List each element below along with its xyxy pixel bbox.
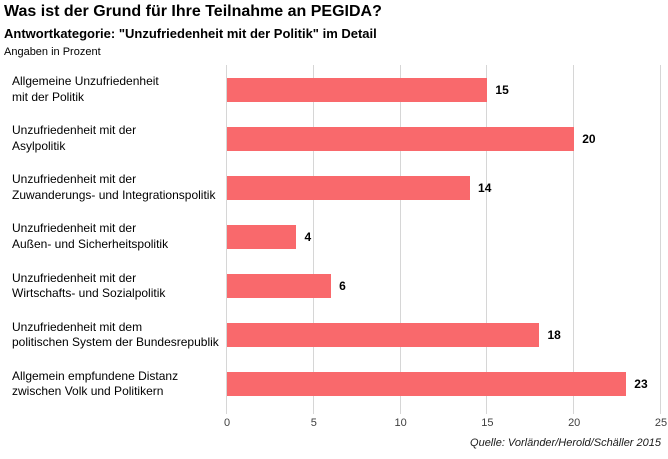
x-tick-label: 25	[654, 417, 668, 429]
bar-chart: Allgemeine Unzufriedenheit mit der Politi…	[0, 65, 668, 414]
bar	[227, 323, 540, 348]
chart-title: Was ist der Grund für Ihre Teilnahme an …	[4, 3, 382, 20]
gridline	[312, 65, 314, 414]
gridline	[660, 65, 661, 414]
bar	[227, 77, 488, 102]
bar-row: 15	[227, 65, 661, 114]
gridline	[226, 65, 227, 414]
gridline	[486, 65, 488, 414]
x-axis: 0 5 10 15 20 25	[223, 409, 667, 433]
category-label: Allgemeine Unzufriedenheit mit der Politi…	[0, 65, 227, 114]
category-label-line: Allgemeine Unzufriedenheit	[12, 73, 159, 88]
bar-value-label: 18	[547, 328, 561, 343]
category-label: Unzufriedenheit mit dem politischen Syste…	[0, 311, 227, 360]
bar	[227, 175, 471, 200]
gridline	[399, 65, 401, 414]
bar-value-label: 4	[304, 229, 312, 244]
bar	[227, 274, 332, 299]
category-label-line: Unzufriedenheit mit dem	[12, 319, 143, 334]
bar-value-label: 23	[634, 377, 648, 392]
category-label-line: Unzufriedenheit mit der	[12, 123, 137, 138]
category-label: Allgemein empfundene Distanz zwischen Vol…	[0, 360, 227, 409]
bar-row: 20	[227, 114, 661, 163]
units-note: Angaben in Prozent	[4, 46, 101, 58]
x-tick-label: 5	[310, 417, 317, 429]
category-label-line: Allgemein empfundene Distanz	[12, 368, 179, 383]
category-label-line: Zuwanderungs- und Integrationspolitik	[12, 187, 216, 202]
gridline	[573, 65, 575, 414]
plot-area: 15 20 14 4 6 18 23	[226, 65, 661, 414]
bar-value-label: 14	[478, 180, 492, 195]
category-label-line: mit der Politik	[12, 89, 85, 104]
bar-value-label: 20	[582, 131, 596, 146]
category-label-line: zwischen Volk und Politikern	[12, 384, 164, 399]
category-label-line: politischen System der Bundesrepublik	[12, 335, 219, 350]
chart-header: Was ist der Grund für Ihre Teilnahme an …	[0, 0, 668, 58]
bar-row: 23	[227, 360, 661, 409]
bar	[227, 372, 627, 397]
bar-value-label: 6	[339, 279, 346, 294]
category-label: Unzufriedenheit mit der Wirtschafts- und …	[0, 262, 227, 311]
x-tick-label: 15	[481, 417, 494, 429]
chart-subtitle: Antwortkategorie: "Unzufriedenheit mit d…	[4, 26, 377, 41]
x-tick-label: 0	[223, 417, 231, 429]
category-label-line: Außen- und Sicherheitspolitik	[12, 236, 169, 251]
category-label-line: Wirtschafts- und Sozialpolitik	[12, 286, 166, 301]
category-label-line: Asylpolitik	[12, 138, 66, 153]
bars-layer: 15 20 14 4 6 18 23	[227, 65, 661, 409]
x-tick-label: 10	[394, 417, 407, 429]
bar-row: 4	[227, 212, 661, 261]
category-label: Unzufriedenheit mit der Zuwanderungs- und…	[0, 163, 227, 212]
bar-row: 18	[227, 311, 661, 360]
category-label: Unzufriedenheit mit der Asylpolitik	[0, 114, 227, 163]
bar	[227, 224, 297, 249]
x-tick-label: 20	[568, 417, 581, 429]
bar-row: 14	[227, 163, 661, 212]
bar-row: 6	[227, 262, 661, 311]
category-label-line: Unzufriedenheit mit der	[12, 270, 137, 285]
category-label-line: Unzufriedenheit mit der	[12, 172, 137, 187]
category-label: Unzufriedenheit mit der Außen- und Sicher…	[0, 212, 227, 261]
category-label-line: Unzufriedenheit mit der	[12, 221, 137, 236]
bar-value-label: 15	[495, 82, 509, 97]
bar	[227, 126, 575, 151]
category-axis: Allgemeine Unzufriedenheit mit der Politi…	[0, 65, 227, 409]
source-credit: Quelle: Vorländer/Herold/Schäller 2015	[470, 437, 661, 449]
